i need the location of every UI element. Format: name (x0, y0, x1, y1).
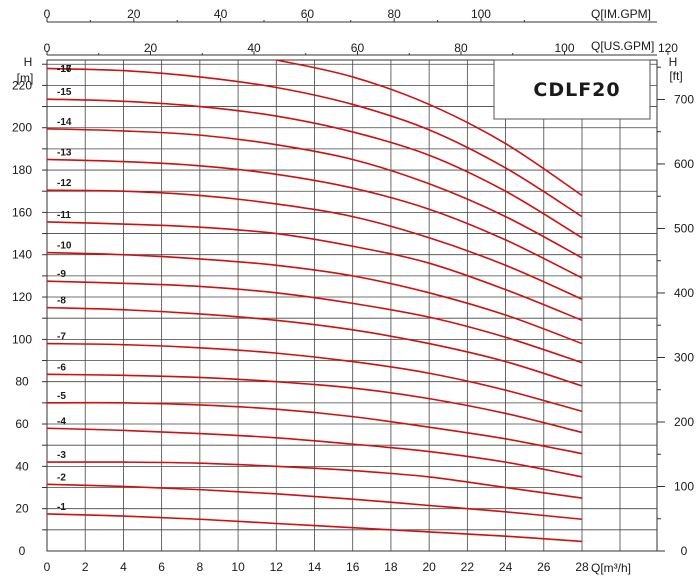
y-tick-label: 160 (12, 205, 32, 219)
stage-label: -4 (57, 416, 66, 427)
stage-label: -13 (57, 147, 72, 158)
y2-tick-label: 200 (674, 415, 694, 429)
chart-title: CDLF20 (533, 79, 620, 101)
stage-label: -3 (57, 450, 66, 461)
top-axis-us-gpm-tick-label: 40 (247, 41, 261, 55)
pump-curve-stage-8 (47, 306, 583, 387)
pump-curve-stage-12 (47, 189, 583, 300)
top-axis-us-gpm-tick-label: 0 (44, 41, 51, 55)
x-tick-label: 22 (461, 560, 475, 574)
stage-label: -15 (57, 87, 72, 98)
x-tick-label: 26 (537, 560, 551, 574)
y2-tick-label: 700 (674, 92, 694, 106)
pump-curve-stage-3 (47, 461, 583, 499)
stage-label: -2 (57, 472, 66, 483)
top-axis-im-gpm-tick-label: 0 (44, 7, 51, 21)
x-tick-label: 4 (120, 560, 127, 574)
stage-label: -5 (57, 391, 66, 402)
x-tick-label: 18 (384, 560, 398, 574)
y-tick-label: 220 (12, 78, 32, 92)
top-axis-im-gpm-label: Q[IM.GPM] (591, 7, 651, 21)
y-tick-label: 180 (12, 163, 32, 177)
top-axis-us-gpm-tick-label: 20 (144, 41, 158, 55)
y2-axis-label-unit: [ft] (669, 69, 682, 83)
pump-curve-stage-1 (47, 513, 583, 543)
y-tick-label: 100 (12, 332, 32, 346)
x-tick-label: 28 (575, 560, 589, 574)
x-tick-label: 10 (231, 560, 245, 574)
x-tick-label: 0 (44, 560, 51, 574)
y2-tick-label: 500 (674, 221, 694, 235)
stage-label: -9 (57, 269, 66, 280)
pump-curve-stage-15 (47, 98, 583, 239)
x-tick-label: 16 (346, 560, 360, 574)
top-axis-im-gpm-tick-label: 40 (214, 7, 228, 21)
stage-label: -12 (57, 178, 72, 189)
y-axis-label-h: H (24, 55, 33, 69)
x-tick-label: 20 (422, 560, 436, 574)
plot-frame (46, 59, 658, 552)
x-axis-label: Q[m³/h] (591, 561, 631, 575)
x-tick-label: 2 (82, 560, 89, 574)
pump-curves (47, 60, 583, 543)
pump-curve-stage-4 (47, 427, 583, 478)
y-tick-label: 0 (19, 544, 26, 558)
stage-label: -6 (57, 362, 66, 373)
top-axis-us-gpm-label: Q[US.GPM] (591, 39, 654, 53)
y-tick-label: 20 (15, 502, 29, 516)
pump-curve-stage-2 (47, 483, 583, 521)
pump-curve-stage-14 (47, 127, 583, 259)
pump-curve-stage-9 (47, 280, 583, 364)
top-axis-us-gpm-tick-label: 60 (351, 41, 365, 55)
y-tick-label: 80 (15, 375, 29, 389)
x-tick-label: 8 (197, 560, 204, 574)
top-axis-im-gpm-tick-label: 80 (387, 7, 401, 21)
y-tick-label: 120 (12, 290, 32, 304)
top-axis-us-gpm-tick-label: 80 (454, 41, 468, 55)
top-axis-im-gpm-tick-label: 20 (127, 7, 141, 21)
stage-label: -17 (57, 64, 72, 75)
y2-tick-label: 300 (674, 350, 694, 364)
pump-curve-stage-13 (47, 158, 583, 279)
stage-label: -10 (57, 241, 72, 252)
top-axis-im-gpm-tick-label: 100 (471, 7, 491, 21)
stage-label: -7 (57, 332, 66, 343)
y-axis-label-unit: [m] (17, 71, 34, 85)
pump-curve-stage-10 (47, 251, 583, 345)
stage-label: -8 (57, 296, 66, 307)
pump-curve-stage-16 (47, 67, 583, 218)
stage-label: -16 (57, 64, 72, 75)
y2-tick-label: 0 (681, 544, 688, 558)
y2-axis-label-h: H (669, 55, 678, 69)
pump-curve-stage-6 (47, 373, 583, 434)
top-axis-us-gpm-tick-label: 100 (554, 41, 574, 55)
top-axis-im-gpm-tick-label: 60 (301, 7, 315, 21)
x-tick-label: 24 (499, 560, 513, 574)
y2-tick-label: 100 (674, 479, 694, 493)
y2-tick-label: 600 (674, 157, 694, 171)
y-tick-label: 60 (15, 417, 29, 431)
y2-tick-label: 400 (674, 286, 694, 300)
x-tick-label: 12 (270, 560, 284, 574)
stage-label: -1 (57, 502, 66, 513)
stage-label: -14 (57, 117, 72, 128)
y-tick-label: 140 (12, 248, 32, 262)
pump-curve-stage-7 (47, 342, 583, 413)
x-tick-label: 6 (158, 560, 165, 574)
pump-curve-stage-11 (47, 221, 583, 322)
stage-label: -11 (57, 210, 71, 221)
x-tick-label: 14 (308, 560, 322, 574)
axis-labels: 0 2 4 6 8 10 12 14 16 18 20 22 24 26 28020406080100120… (12, 7, 694, 574)
y-tick-label: 200 (12, 121, 32, 135)
top-axis-us-gpm-tick-label: 120 (658, 41, 678, 55)
pump-curve-stage-17 (272, 60, 583, 197)
model-title-box: CDLF20 (493, 59, 651, 120)
y-tick-label: 40 (15, 459, 29, 473)
pump-curve-stage-5 (47, 401, 583, 455)
